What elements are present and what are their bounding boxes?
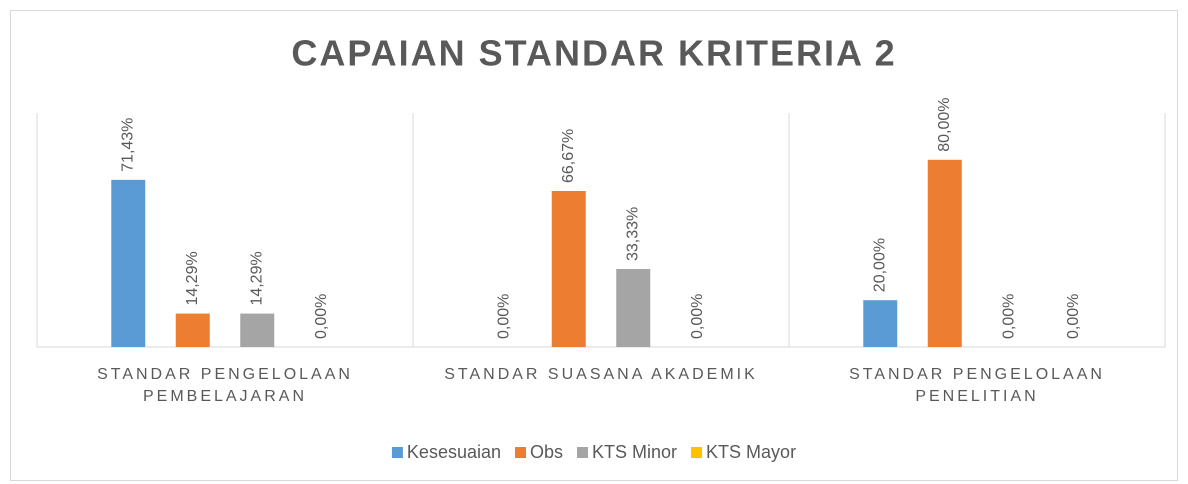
data-label: 14,29% (184, 251, 201, 305)
legend-label: KTS Mayor (706, 442, 796, 462)
data-label: 66,67% (560, 129, 577, 183)
bar (551, 190, 586, 347)
legend-swatch (391, 447, 403, 458)
data-label: 71,43% (119, 118, 136, 172)
legend-label: Obs (530, 442, 563, 462)
data-label: 14,29% (248, 251, 265, 305)
data-label: 0,00% (1065, 294, 1082, 339)
data-label: 0,00% (689, 294, 706, 339)
data-label: 0,00% (313, 294, 330, 339)
legend-label: Kesesuaian (407, 442, 501, 462)
chart-border (10, 10, 1178, 481)
bar (175, 313, 210, 347)
legend-label: KTS Minor (592, 442, 677, 462)
legend-swatch (515, 447, 526, 458)
data-label: 80,00% (936, 98, 953, 152)
data-label: 0,00% (1000, 294, 1017, 339)
bar (927, 159, 962, 347)
bar (616, 269, 651, 347)
data-label: 0,00% (495, 294, 512, 339)
data-label: 33,33% (624, 207, 641, 261)
chart-title: CAPAIAN STANDAR KRITERIA 2 (291, 33, 896, 74)
x-tick-label: STANDAR PENGELOLAAN PEMBELAJARAN (97, 366, 353, 405)
bar (240, 313, 275, 347)
x-tick-label: STANDAR SUASANA AKADEMIK (444, 366, 758, 383)
legend-swatch (577, 447, 589, 458)
legend-swatch (691, 447, 703, 458)
bar (111, 179, 146, 347)
bar (863, 300, 898, 347)
x-tick-label: STANDAR PENGELOLAAN PENELITIAN (849, 366, 1105, 405)
data-label: 20,00% (871, 238, 888, 292)
